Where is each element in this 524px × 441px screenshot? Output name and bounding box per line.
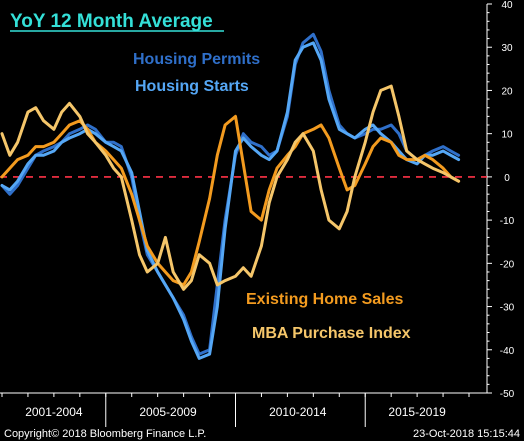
chart-title: YoY 12 Month Average bbox=[10, 11, 213, 32]
y-tick-label: -20 bbox=[500, 259, 515, 270]
y-tick-label: 0 bbox=[504, 173, 510, 184]
y-tick-label: -10 bbox=[500, 216, 515, 227]
footer-timestamp: 23-Oct-2018 15:15:44 bbox=[413, 428, 520, 440]
y-tick-label: 20 bbox=[501, 86, 513, 97]
series-line-existing-home-sales bbox=[0, 114, 461, 287]
x-category-label: 2010-2014 bbox=[269, 405, 327, 419]
series-group bbox=[0, 32, 461, 360]
axes-group: 40 30 20 10 0 -10 -20 -30 -40 -50 2001-2004 2005-20… bbox=[0, 0, 515, 427]
x-category-label: 2001-2004 bbox=[25, 405, 83, 419]
text-group: YoY 12 Month Average Housing Permits Housi… bbox=[4, 11, 520, 440]
y-tick-label: 40 bbox=[501, 0, 513, 11]
series-line-mba-purchase-index bbox=[0, 84, 461, 291]
legend-label-mba-purchase-index: MBA Purchase Index bbox=[252, 325, 411, 342]
y-tick-label: -40 bbox=[500, 346, 515, 357]
y-tick-label: 30 bbox=[501, 43, 513, 54]
legend-label-housing-permits: Housing Permits bbox=[133, 51, 260, 68]
x-category-label: 2015-2019 bbox=[388, 405, 446, 419]
footer-copyright: Copyright© 2018 Bloomberg Finance L.P. bbox=[4, 428, 206, 440]
legend-label-existing-home-sales: Existing Home Sales bbox=[246, 291, 403, 308]
y-tick-label: -30 bbox=[500, 303, 515, 314]
series-line-housing-starts bbox=[0, 41, 461, 360]
y-tick-label: -50 bbox=[500, 389, 515, 400]
y-tick-label: 10 bbox=[501, 130, 513, 141]
legend-label-housing-starts: Housing Starts bbox=[135, 78, 249, 95]
x-category-label: 2005-2009 bbox=[139, 405, 197, 419]
